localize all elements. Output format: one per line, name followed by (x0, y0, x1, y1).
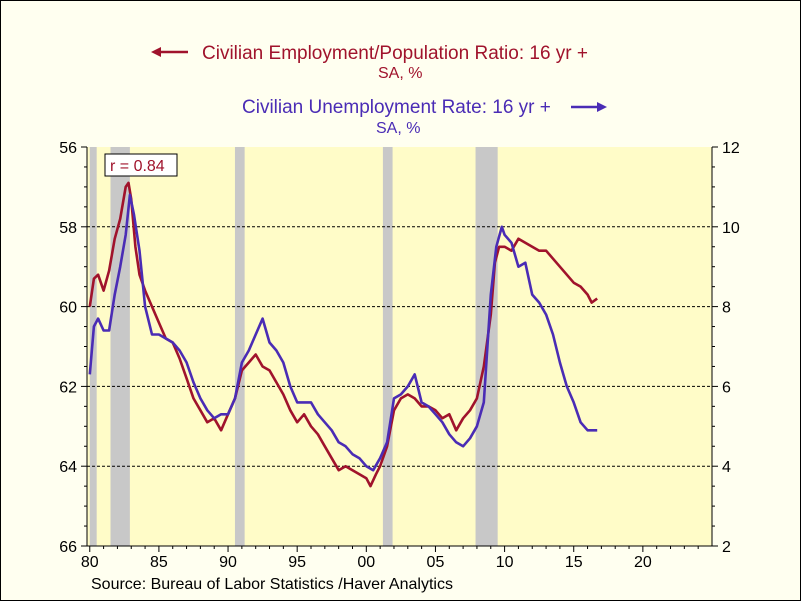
x-tick-label: 05 (427, 554, 445, 571)
x-tick-label: 10 (496, 554, 514, 571)
left-tick-label: 58 (59, 220, 77, 237)
source-note: Source: Bureau of Labor Statistics /Have… (91, 576, 453, 593)
x-tick-label: 95 (288, 554, 306, 571)
x-tick-label: 85 (150, 554, 168, 571)
right-tick-label: 2 (722, 539, 731, 556)
legend-unemployment: Civilian Unemployment Rate: 16 yr + SA, … (242, 97, 607, 137)
left-tick-label: 64 (59, 459, 77, 476)
left-tick-label: 56 (59, 140, 77, 157)
right-tick-label: 8 (722, 300, 731, 317)
right-tick-label: 6 (722, 379, 731, 396)
employment-series-line (88, 181, 598, 488)
x-tick-label: 00 (357, 554, 375, 571)
x-tick-label: 15 (565, 554, 583, 571)
legend-unemployment-label: Civilian Unemployment Rate: 16 yr + (242, 97, 551, 118)
right-tick-label: 10 (722, 220, 740, 237)
left-tick-label: 62 (59, 379, 77, 396)
left-tick-label: 60 (59, 300, 77, 317)
unemployment-series-line (88, 193, 598, 472)
x-tick-label: 80 (81, 554, 99, 571)
legend-employment-label: Civilian Employment/Population Ratio: 16… (202, 43, 588, 64)
left-tick-label: 66 (59, 539, 77, 556)
recession-band (234, 147, 245, 546)
correlation-box (104, 153, 178, 177)
right-tick-label: 12 (722, 140, 740, 157)
x-tick-label: 90 (219, 554, 237, 571)
x-tick-label: 20 (634, 554, 652, 571)
right-tick-label: 4 (722, 459, 731, 476)
recession-band (382, 147, 393, 546)
legend-employment: Civilian Employment/Population Ratio: 16… (151, 43, 588, 82)
legend-employment-unit: SA, % (378, 65, 422, 82)
recession-band (110, 147, 130, 546)
plot-background (87, 147, 712, 546)
legend-unemployment-unit: SA, % (376, 120, 420, 137)
correlation-label: r = 0.84 (110, 158, 165, 175)
